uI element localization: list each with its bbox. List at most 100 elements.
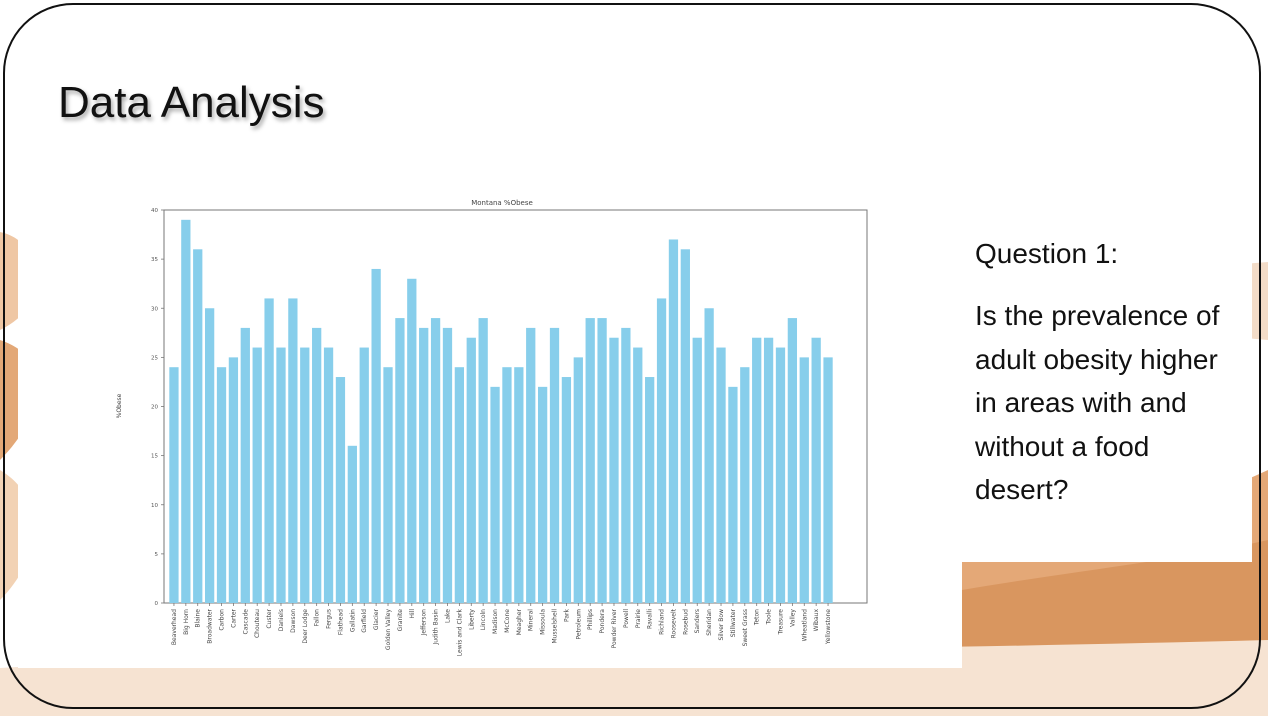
x-tick-label: Broadwater [207,608,214,643]
x-tick-label: Dawson [290,609,297,633]
x-tick-label: Flathead [337,609,344,635]
bar-treasure [775,347,786,603]
x-tick-label: Lincoln [480,609,487,630]
chart-title: Montana %Obese [471,199,533,207]
bar-park [561,377,572,603]
x-tick-label: Garfield [361,609,368,633]
y-tick-label: 0 [155,601,159,607]
bar-liberty [466,337,476,603]
bar-fergus [323,347,334,603]
x-tick-label: Wibaux [813,609,820,632]
bar-powder-river [609,337,619,603]
bar-phillips [585,318,595,603]
question-panel: Question 1: Is the prevalence of adult o… [962,232,1252,562]
x-tick-label: Daniels [278,609,285,631]
bar-toole [763,337,774,603]
bar-wibaux [811,337,821,603]
x-tick-label: Stillwater [730,608,737,637]
x-tick-label: Petroleum [575,609,582,640]
y-tick-label: 15 [151,454,158,460]
x-tick-label: Lewis and Clark [456,608,463,656]
bar-golden-valley [383,367,393,603]
bar-glacier [371,268,381,603]
bar-wheatland [799,357,809,603]
x-tick-label: Missoula [540,609,547,635]
x-tick-label: Sweet Grass [742,609,749,646]
bar-deer-lodge [300,347,310,603]
x-tick-label: Powder River [611,608,618,648]
x-tick-label: Blaine [195,609,202,628]
x-tick-label: Madison [492,609,499,634]
bar-musselshell [549,327,560,603]
y-tick-label: 10 [151,503,158,509]
x-tick-label: Chouteau [254,609,261,638]
x-tick-label: Big Horn [183,609,190,635]
x-tick-label: Yellowstone [825,609,832,645]
x-axis-tick-labels: Beaverhead Big Horn Blaine Broadwater Carbon… [171,603,832,656]
x-tick-label: Treasure [777,609,784,636]
x-tick-label: Jefferson [421,609,428,637]
x-tick-label: Roosevelt [670,608,677,638]
y-tick-label: 40 [151,208,158,214]
question-text: Is the prevalence of adult obesity highe… [975,300,1220,505]
slide-title: Data Analysis [58,78,325,127]
bar-beaverhead [169,367,179,603]
bar-chouteau [252,347,262,603]
bar-blaine [193,249,203,604]
chart-panel: Montana %Obese %Obese 0 5 10 15 20 25 30 35 40 B… [18,182,962,668]
x-tick-label: Carter [230,608,237,627]
x-tick-label: Glacier [373,608,380,630]
x-tick-label: Liberty [468,609,475,630]
bar-madison [490,386,500,603]
y-axis-ticks: 0 5 10 15 20 25 30 35 40 [151,208,164,607]
bar-roosevelt [668,239,679,603]
x-tick-label: Custer [266,608,273,628]
x-tick-label: Hill [409,609,416,619]
bar-carbon [216,367,227,603]
x-tick-label: Cascade [242,609,249,635]
x-tick-label: Lake [444,609,451,623]
bar-teton [752,337,762,603]
x-tick-label: Park [563,608,570,621]
x-tick-label: Richland [659,609,666,635]
bar-judith-basin [430,318,441,603]
bar-cascade [240,327,250,603]
bar-lake [442,327,453,603]
x-tick-label: Sanders [694,609,701,633]
y-tick-label: 30 [151,306,158,312]
bar-sweet-grass [740,367,750,603]
x-tick-label: Prairie [635,609,642,628]
bar-custer [264,298,274,603]
bar-flathead [335,377,346,603]
x-tick-label: Fallon [314,609,321,627]
bar-prairie [633,347,643,603]
bar-mineral [526,327,536,603]
bar-ravalli [645,377,655,603]
x-tick-label: Fergus [326,609,333,629]
bar-sheridan [704,308,714,603]
bar-missoula [537,386,548,603]
x-tick-label: Beaverhead [171,609,178,645]
bar-richland [656,298,667,603]
bar-stillwater [728,386,738,603]
bar-chart: Montana %Obese %Obese 0 5 10 15 20 25 30 35 40 B… [116,199,868,656]
bar-daniels [276,347,286,603]
y-axis-label: %Obese [116,393,123,418]
bar-mccone [502,367,512,603]
y-tick-label: 20 [151,405,158,411]
x-tick-label: Judith Basin [433,609,440,646]
y-tick-label: 25 [151,355,158,361]
bar-powell [621,327,631,603]
bar-rosebud [680,249,690,604]
bar-dawson [288,298,298,603]
x-tick-label: Pondera [599,609,606,634]
bar-hill [407,278,417,603]
x-tick-label: Ravalli [647,609,654,629]
x-tick-label: Meagher [516,608,523,635]
x-tick-label: Carbon [219,609,226,631]
y-tick-label: 5 [155,552,159,558]
bar-lincoln [478,318,488,603]
x-tick-label: Sheridan [706,609,713,636]
bar-granite [395,318,405,603]
